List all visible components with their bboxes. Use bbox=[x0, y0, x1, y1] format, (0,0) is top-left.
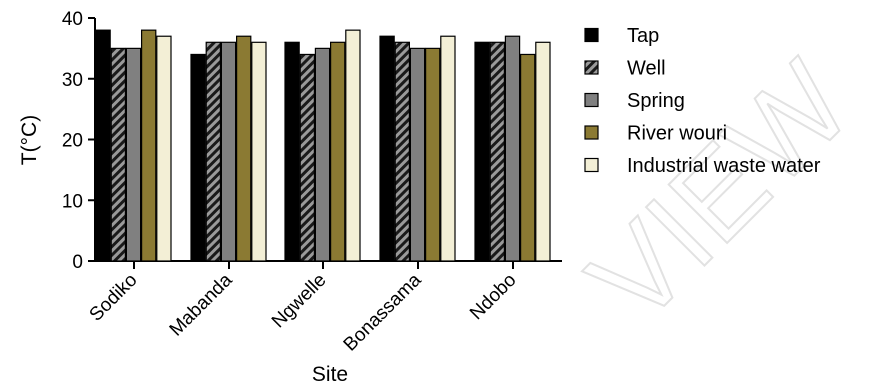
bar-sodiko-industrial-waste-water bbox=[156, 35, 172, 262]
x-tick-label: Mabanda bbox=[166, 269, 237, 340]
legend-swatch-tap bbox=[584, 27, 599, 43]
bar-bonassama-river-wouri bbox=[425, 47, 441, 262]
bar-mabanda-industrial-waste-water bbox=[251, 41, 267, 262]
bar-ngwelle-river-wouri bbox=[330, 41, 346, 262]
watermark-text: VIEW bbox=[564, 37, 875, 349]
legend-label: River wouri bbox=[627, 123, 727, 145]
bar-bonassama-tap bbox=[379, 35, 395, 262]
y-tick-label: 20 bbox=[62, 131, 83, 152]
bar-ndobo-well bbox=[489, 41, 506, 262]
bar-ndobo-tap bbox=[474, 41, 490, 262]
bar-mabanda-well bbox=[205, 41, 221, 262]
legend-label: Spring bbox=[627, 90, 685, 112]
bar-ngwelle-industrial-waste-water bbox=[345, 29, 361, 262]
bar-ngwelle-well bbox=[299, 53, 316, 262]
bar-ngwelle-tap bbox=[284, 41, 300, 262]
y-tick-label: 30 bbox=[62, 70, 83, 91]
bar-ndobo-spring bbox=[504, 35, 521, 262]
y-tick-label: 10 bbox=[62, 191, 83, 212]
legend-label: Industrial waste water bbox=[627, 155, 821, 177]
x-tick-label: Ngwelle bbox=[268, 270, 331, 333]
x-tick-label: Sodiko bbox=[86, 270, 142, 326]
bar-mabanda-river-wouri bbox=[236, 35, 252, 262]
bar-ngwelle-spring bbox=[314, 47, 331, 262]
bar-sodiko-spring bbox=[125, 47, 142, 262]
legend: Tap Well Spring River wouri Industrial waste… bbox=[584, 25, 821, 177]
y-tick-label: 40 bbox=[62, 9, 83, 30]
bar-sodiko-river-wouri bbox=[141, 29, 157, 262]
bar-mabanda-tap bbox=[190, 53, 206, 262]
bar-sodiko-well bbox=[110, 47, 126, 262]
bar-ndobo-river-wouri bbox=[519, 53, 536, 262]
bar-bonassama-industrial-waste-water bbox=[440, 35, 456, 262]
y-axis-title: T(°C) bbox=[18, 115, 41, 165]
bar-bonassama-well bbox=[394, 41, 411, 262]
legend-label: Well bbox=[627, 58, 666, 80]
legend-swatch-spring bbox=[584, 92, 599, 108]
bar-mabanda-spring bbox=[220, 41, 237, 262]
bar-ndobo-industrial-waste-water bbox=[535, 41, 551, 262]
y-tick-label: 0 bbox=[72, 252, 83, 273]
legend-swatch-industrial-waste-water bbox=[584, 157, 599, 173]
x-tick-label: Bonassama bbox=[340, 269, 426, 355]
bar-bonassama-spring bbox=[409, 47, 426, 262]
legend-swatch-well bbox=[584, 60, 599, 75]
x-tick-label: Ndobo bbox=[466, 270, 520, 324]
plot-area: 0 10 20 30 40 Sodiko Mabanda Ngwelle Bonassama Nd… bbox=[62, 9, 562, 355]
bar-sodiko-tap bbox=[95, 29, 111, 262]
x-axis-title: Site bbox=[312, 363, 348, 383]
legend-label: Tap bbox=[627, 25, 659, 47]
legend-swatch-river-wouri bbox=[584, 125, 599, 140]
